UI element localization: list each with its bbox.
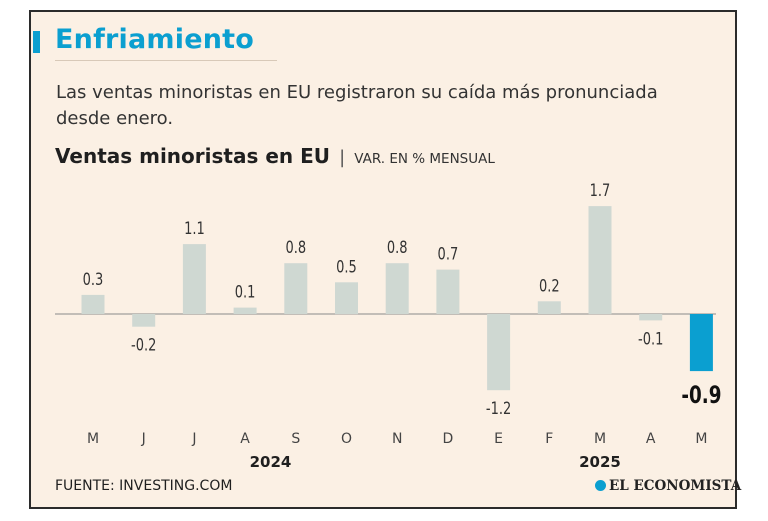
data-label: 0.5 (336, 256, 357, 276)
x-tick-label: A (646, 431, 656, 447)
bar (487, 314, 511, 391)
data-label: 0.2 (539, 275, 560, 295)
data-label: -1.2 (486, 398, 511, 418)
x-tick-label: S (291, 431, 300, 447)
x-tick-label: M (87, 431, 99, 447)
title-underline (55, 60, 277, 61)
brand-name: EL ECONOMISTA (609, 478, 742, 494)
x-tick-label: M (594, 431, 606, 447)
data-label: 0.3 (83, 269, 104, 289)
data-label: 0.7 (438, 243, 459, 263)
data-label: 0.8 (285, 237, 306, 257)
bar (385, 263, 409, 314)
chart-title-unit: VAR. EN % MENSUAL (354, 151, 495, 167)
data-label: -0.9 (681, 382, 721, 410)
data-label: -0.2 (131, 335, 156, 355)
chart-frame (29, 10, 737, 509)
page-title: Enfriamiento (55, 24, 254, 55)
source-note: FUENTE: INVESTING.COM (55, 478, 233, 494)
brand-dot-icon (595, 480, 606, 491)
x-tick-label: J (141, 431, 146, 447)
bar (182, 244, 206, 314)
bar (335, 282, 358, 315)
bar (537, 301, 561, 314)
bar (436, 269, 460, 314)
x-tick-label: J (191, 431, 196, 447)
chart-title-separator: | (339, 147, 346, 168)
x-tick-label: E (494, 431, 503, 447)
x-tick-label: F (545, 431, 553, 447)
bar (81, 294, 105, 314)
data-label: -0.1 (638, 328, 663, 348)
bar-highlight (689, 314, 713, 372)
year-label: 2024 (250, 453, 292, 471)
x-tick-label: N (392, 431, 402, 447)
title-accent-bar (33, 31, 40, 53)
chart-title-main: Ventas minoristas en EU (55, 144, 330, 168)
data-label: 1.1 (184, 218, 205, 238)
bar (132, 314, 156, 327)
bar (639, 314, 663, 321)
data-label: 0.1 (235, 281, 256, 301)
x-tick-label: O (341, 431, 352, 447)
x-tick-label: A (240, 431, 250, 447)
data-label: 0.8 (387, 237, 408, 257)
chart-title: Ventas minoristas en EU | VAR. EN % MENS… (55, 144, 495, 168)
x-tick-label: D (443, 431, 454, 447)
data-label: 1.7 (590, 180, 611, 200)
page-subtitle: Las ventas minoristas en EU registraron … (56, 82, 658, 129)
x-tick-label: M (695, 431, 707, 447)
year-label: 2025 (579, 453, 621, 471)
bar (233, 307, 257, 314)
bar (284, 263, 308, 314)
bar (588, 206, 612, 315)
brand-logo: EL ECONOMISTA (595, 478, 741, 494)
